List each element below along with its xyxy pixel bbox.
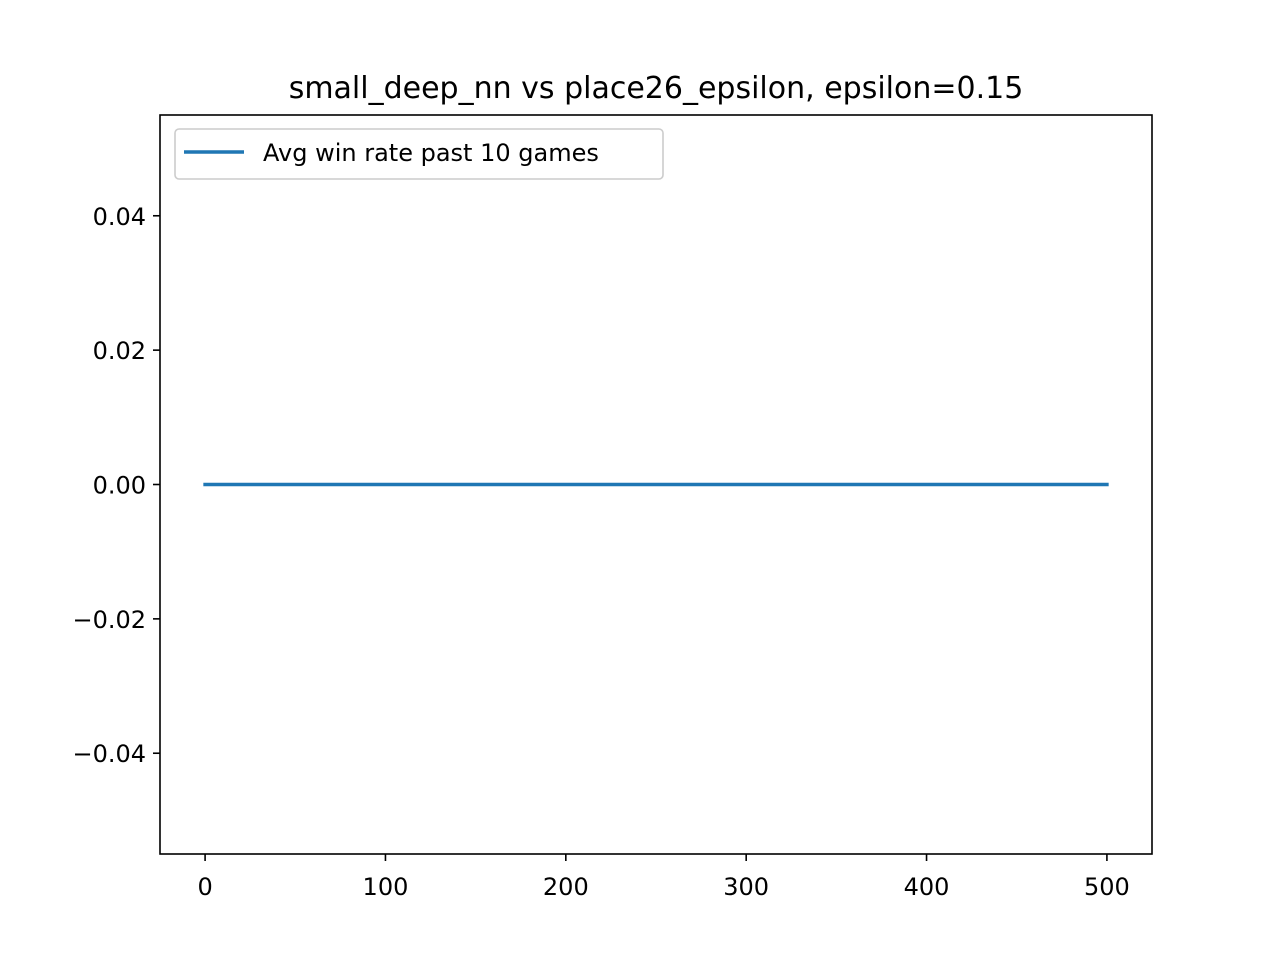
y-axis: −0.04 −0.02 0.00 0.02 0.04 <box>72 203 160 768</box>
x-tick-label: 200 <box>543 873 589 901</box>
legend: Avg win rate past 10 games <box>174 128 664 180</box>
y-tick-label: 0.02 <box>93 337 146 365</box>
y-tick-label: 0.04 <box>93 203 146 231</box>
y-tick-label: −0.04 <box>72 740 146 768</box>
chart-title: small_deep_nn vs place26_epsilon, epsilo… <box>289 71 1024 106</box>
x-tick-label: 0 <box>197 873 212 901</box>
x-tick-label: 100 <box>363 873 409 901</box>
legend-box <box>174 128 664 180</box>
y-tick-label: −0.02 <box>72 606 146 634</box>
legend-label: Avg win rate past 10 games <box>263 139 599 167</box>
x-axis: 0 100 200 300 400 500 <box>197 854 1130 901</box>
x-tick-label: 400 <box>904 873 950 901</box>
x-tick-label: 300 <box>723 873 769 901</box>
plot-frame <box>159 114 1153 855</box>
y-tick-label: 0.00 <box>93 472 146 500</box>
x-tick-label: 500 <box>1084 873 1130 901</box>
